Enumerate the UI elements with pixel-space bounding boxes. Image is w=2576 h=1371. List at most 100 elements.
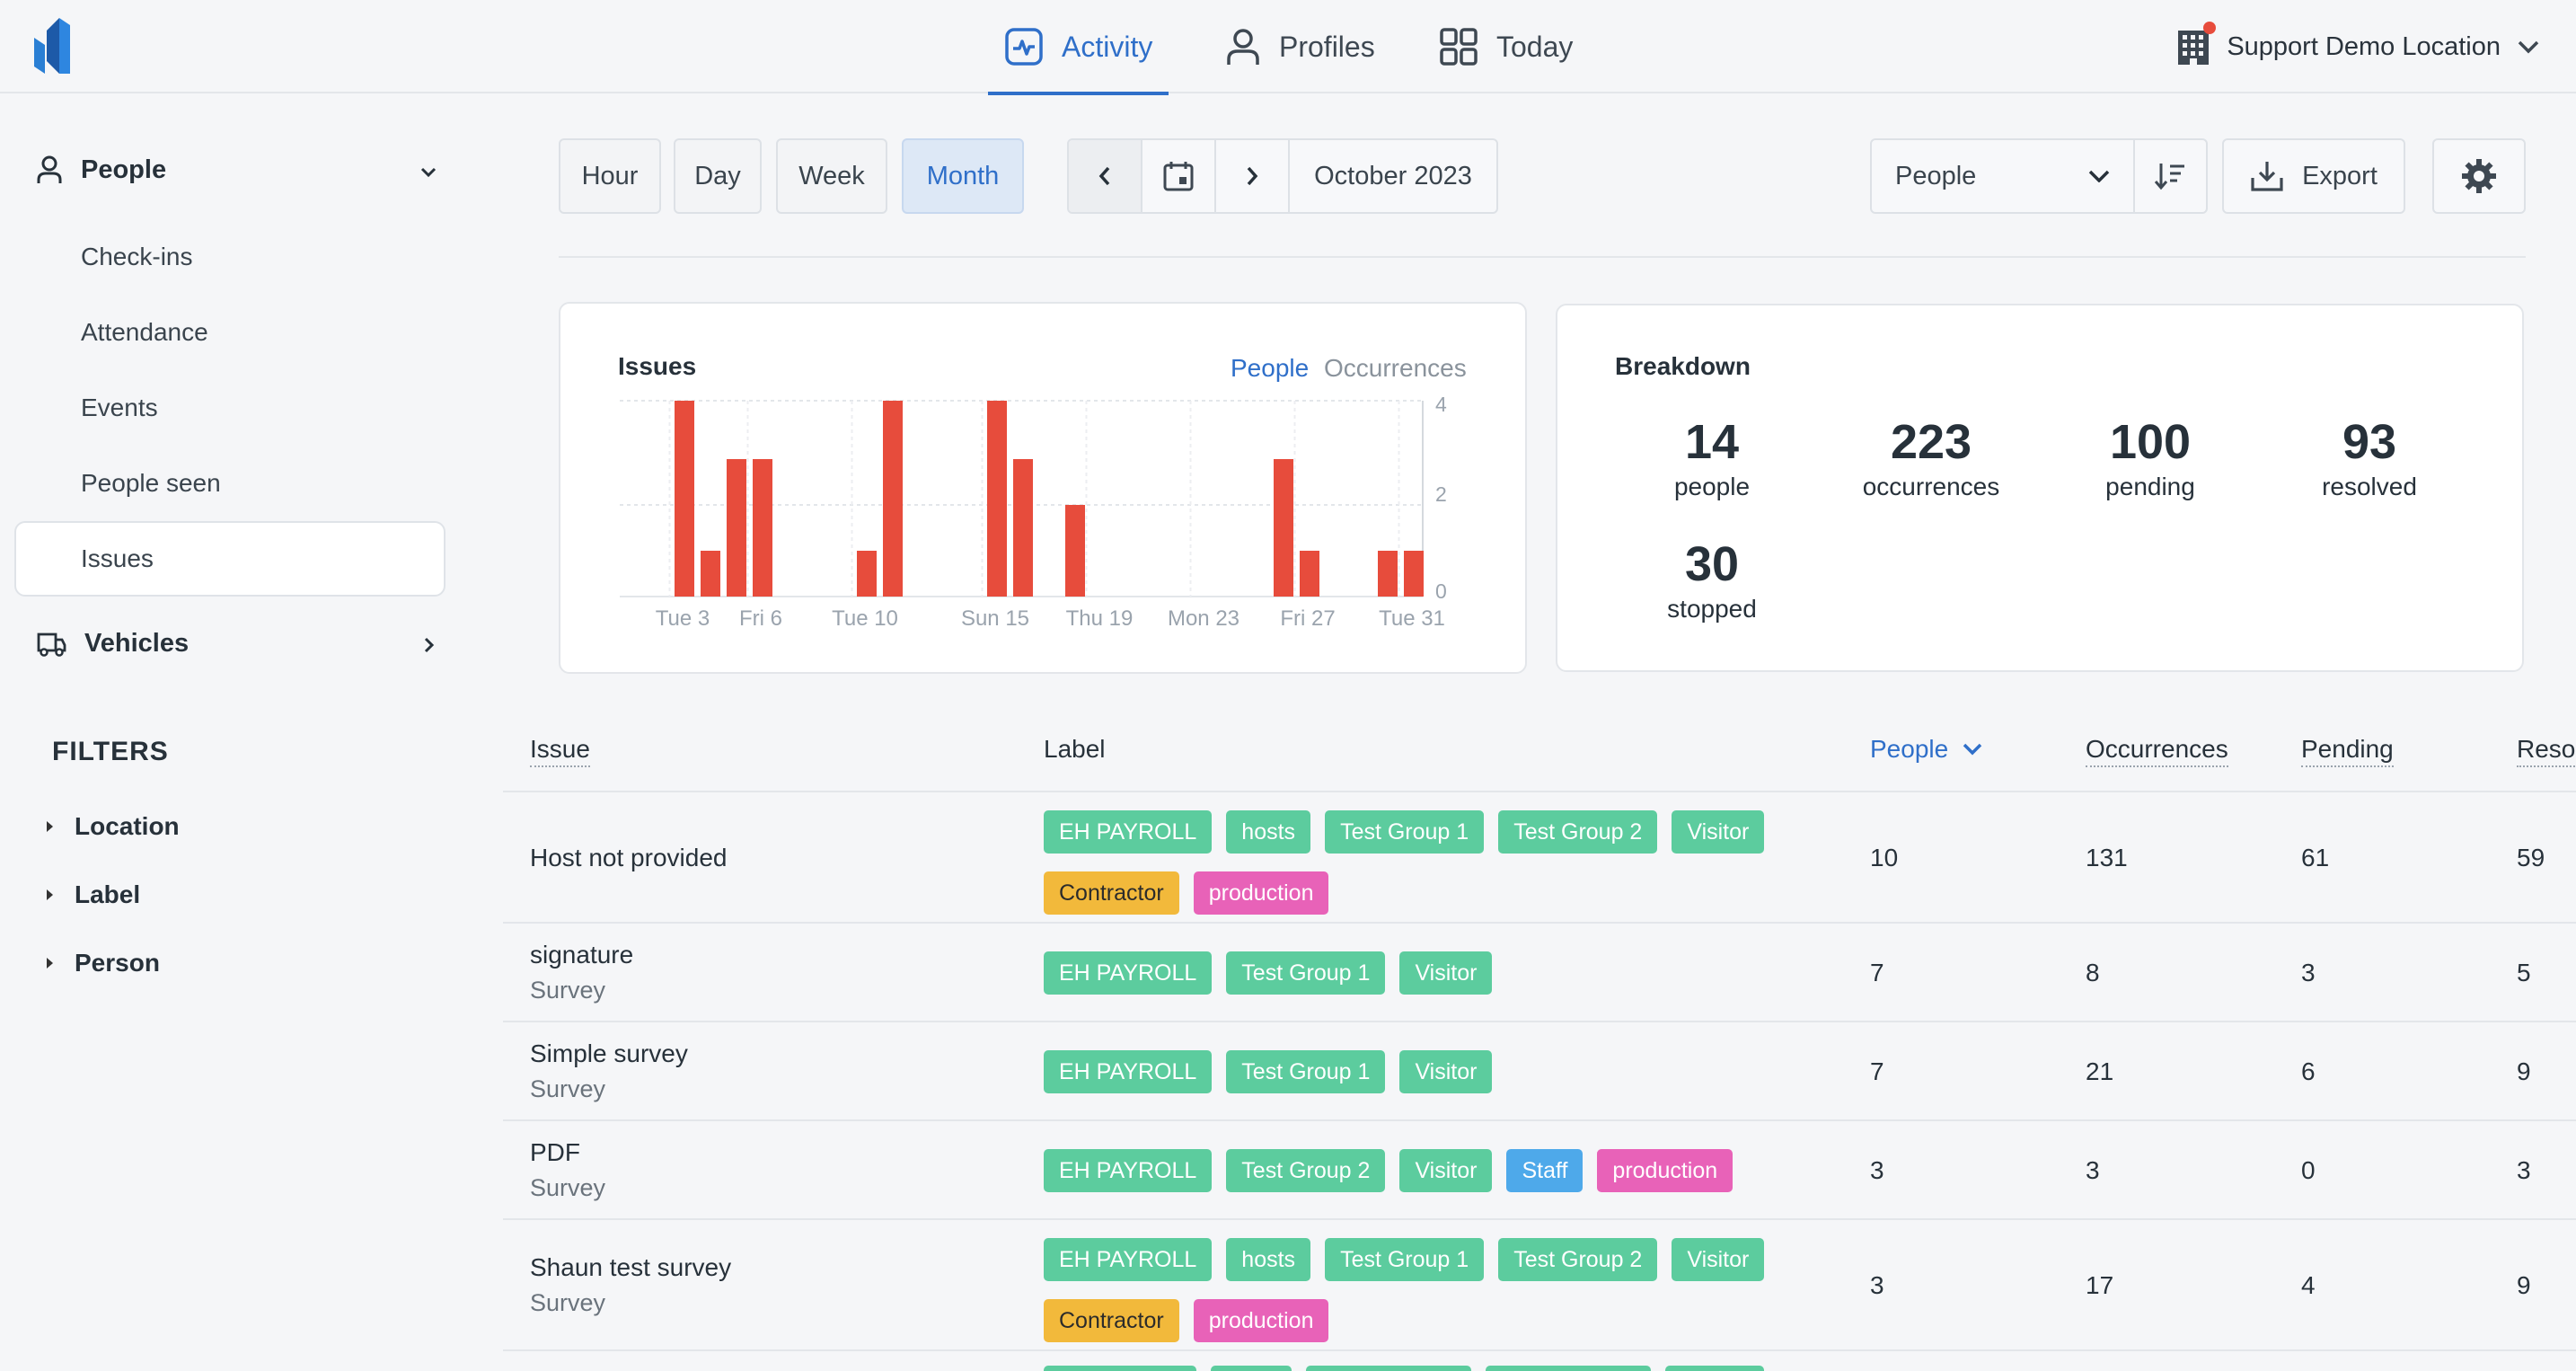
stat-pending: 100 pending	[2042, 413, 2258, 503]
stat-stopped: 30 stopped	[1604, 535, 1820, 625]
label-tag: Test Group 2	[1498, 1238, 1658, 1281]
x-tick-label: Tue 31	[1379, 606, 1445, 631]
label-tag: Staff	[1506, 1149, 1584, 1192]
label-tag: Test Group 1	[1325, 810, 1485, 854]
range-day-button[interactable]: Day	[674, 138, 762, 214]
issue-cell: PDF Survey	[530, 1138, 605, 1202]
sidebar-item-issues-label: Issues	[81, 544, 154, 572]
filter-person[interactable]: Person	[47, 949, 160, 977]
y-tick-label: 2	[1435, 482, 1447, 506]
tab-profiles-label: Profiles	[1279, 30, 1375, 63]
calendar-button[interactable]	[1142, 140, 1216, 212]
column-header-issue[interactable]: Issue	[530, 735, 590, 767]
occurrences-cell: 21	[2086, 1057, 2114, 1085]
toolbar-divider	[559, 256, 2526, 258]
table-row[interactable]: signature Survey EH PAYROLL Test Group 1 Vis…	[503, 922, 2576, 1021]
people-cell: 3	[1870, 1271, 1884, 1299]
chart-bar	[987, 401, 1007, 597]
sort-button[interactable]	[2135, 140, 2207, 212]
label-tag: hosts	[1226, 1238, 1311, 1281]
column-header-pending[interactable]: Pending	[2301, 735, 2394, 767]
tab-profiles[interactable]: Profiles	[1225, 0, 1375, 93]
column-header-people[interactable]: People	[1870, 735, 1982, 764]
label-tag: EH PAYROLL	[1044, 1149, 1213, 1192]
chart-bar	[753, 459, 772, 597]
occurrences-cell: 131	[2086, 844, 2128, 871]
sidebar-item-events[interactable]: Events	[81, 394, 158, 421]
range-month-button[interactable]: Month	[902, 138, 1024, 214]
y-tick-label: 4	[1435, 393, 1447, 416]
sidebar-item-check-ins[interactable]: Check-ins	[81, 243, 193, 270]
filter-person-label: Person	[75, 949, 160, 977]
issue-cell: signature Survey	[530, 941, 633, 1004]
app-logo[interactable]	[34, 18, 70, 74]
toggle-occurrences[interactable]: Occurrences	[1324, 354, 1467, 382]
range-week-button[interactable]: Week	[776, 138, 887, 214]
label-tag: production	[1193, 871, 1329, 915]
chevron-right-icon	[1246, 166, 1258, 186]
table-row[interactable]: Shaun test survey Survey EH PAYROLL hosts Te…	[503, 1218, 2576, 1349]
chevron-down-icon	[2088, 170, 2110, 182]
tab-activity-label: Activity	[1062, 30, 1153, 63]
chart-bar	[1378, 551, 1398, 597]
chart-bar	[857, 551, 877, 597]
next-period-button[interactable]	[1216, 140, 1290, 212]
x-tick-label: Tue 3	[656, 606, 710, 631]
label-tags	[1044, 1366, 1816, 1371]
chevron-right-icon[interactable]	[424, 637, 435, 653]
label-tag	[1665, 1366, 1764, 1371]
issue-name: signature	[530, 941, 634, 969]
occurrences-cell: 17	[2086, 1271, 2114, 1299]
filter-location[interactable]: Location	[47, 812, 180, 841]
tab-today[interactable]: Today	[1439, 0, 1573, 93]
breakdown-card: Breakdown 14 people 223 occurrences 100 …	[1556, 304, 2524, 672]
issue-cell: Host not provided	[530, 844, 727, 872]
resolved-cell: 5	[2517, 959, 2531, 986]
settings-button[interactable]	[2432, 138, 2526, 214]
filter-label[interactable]: Label	[47, 880, 140, 909]
stat-resolved-label: resolved	[2322, 473, 2417, 500]
label-tag	[1306, 1366, 1471, 1371]
issue-type: Survey	[530, 1075, 606, 1102]
stat-stopped-label: stopped	[1667, 595, 1757, 623]
people-cell: 3	[1870, 1156, 1884, 1184]
x-tick-label: Fri 27	[1280, 606, 1335, 631]
export-button[interactable]: Export	[2222, 138, 2405, 214]
column-header-people-label: People	[1870, 735, 1949, 763]
sidebar-section-vehicles[interactable]: Vehicles	[36, 629, 189, 659]
chevron-down-icon[interactable]	[420, 167, 437, 178]
label-tag: Test Group 2	[1226, 1149, 1386, 1192]
table-row[interactable]: PDF Survey EH PAYROLL Test Group 2 Visitor St…	[503, 1119, 2576, 1218]
chart-bar	[701, 551, 720, 597]
column-header-resolved[interactable]: Resol	[2517, 735, 2576, 767]
issues-bar-chart: 0 2 4 Tue 3 Fri 6 Tue 10 Sun 15 Thu 19 Mon 23 Fri…	[620, 393, 1447, 631]
label-tag: Visitor	[1672, 1238, 1765, 1281]
table-row[interactable]: Simple survey Survey EH PAYROLL Test Group …	[503, 1021, 2576, 1119]
pending-cell: 0	[2301, 1156, 2316, 1184]
table-row[interactable]: Host not provided EH PAYROLL hosts Test Gro…	[503, 791, 2576, 922]
range-hour-button[interactable]: Hour	[559, 138, 661, 214]
group-by-select[interactable]: People	[1872, 140, 2135, 212]
label-tag: hosts	[1226, 810, 1311, 854]
label-tag: EH PAYROLL	[1044, 1238, 1213, 1281]
chart-bar	[675, 401, 694, 597]
sidebar-section-people[interactable]: People	[36, 155, 166, 185]
chart-bar	[883, 401, 903, 597]
filter-location-label: Location	[75, 812, 180, 840]
resolved-cell: 9	[2517, 1057, 2531, 1085]
stat-stopped-value: 30	[1684, 537, 1740, 591]
sidebar-item-attendance[interactable]: Attendance	[81, 318, 208, 346]
label-tag: EH PAYROLL	[1044, 1050, 1213, 1093]
toggle-people[interactable]: People	[1231, 354, 1310, 382]
label-tag: Visitor	[1399, 1050, 1493, 1093]
column-header-occurrences[interactable]: Occurrences	[2086, 735, 2228, 767]
filter-label-label: Label	[75, 880, 141, 908]
label-tag: EH PAYROLL	[1044, 810, 1213, 854]
sidebar-item-issues[interactable]: Issues	[14, 521, 446, 597]
sidebar-item-people-seen[interactable]: People seen	[81, 469, 221, 497]
location-selector[interactable]: Support Demo Location	[2176, 0, 2540, 93]
tab-today-label: Today	[1496, 30, 1574, 63]
tab-activity[interactable]: Activity	[987, 0, 1169, 95]
previous-period-button[interactable]	[1069, 140, 1142, 212]
chart-bar	[727, 459, 746, 597]
